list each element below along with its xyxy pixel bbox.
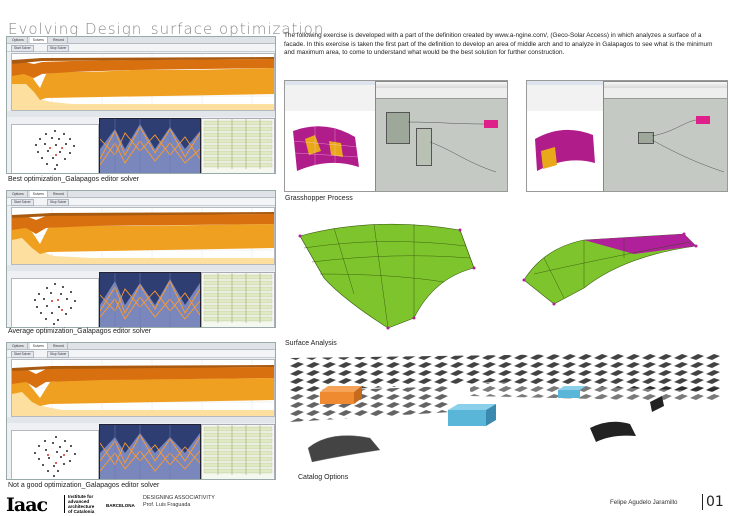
gh-wires — [651, 119, 725, 173]
institute-line-1: Institute for — [68, 494, 94, 499]
start-solver-button[interactable]: Start Solver — [11, 45, 34, 52]
fitness-graph — [11, 207, 275, 265]
gene-list — [201, 272, 275, 327]
rhino-command-area — [527, 85, 603, 112]
stop-solver-button[interactable]: Stop Solver — [47, 45, 70, 52]
iaac-city: BARCELONA — [106, 503, 135, 508]
caption-surface: Surface Analysis — [285, 340, 337, 347]
caption-catalog: Catalog Options — [298, 474, 349, 481]
galapagos-toolbar: Start Solver Stop Solver — [7, 198, 275, 206]
tab-record[interactable]: Record — [50, 191, 68, 197]
galapagos-tabs: Options Solvers Record — [7, 343, 275, 350]
rhino-viewport-svg — [292, 126, 360, 171]
gene-list — [201, 424, 275, 479]
tab-solvers[interactable]: Solvers — [29, 343, 48, 349]
parallel-coordinates-svg — [99, 425, 201, 479]
gene-list — [201, 118, 275, 173]
galapagos-bottom — [11, 424, 275, 479]
catalog-options-render — [290, 352, 722, 468]
rhino-viewport-svg — [535, 129, 595, 171]
genome-map-svg — [34, 436, 76, 477]
galapagos-bottom — [11, 118, 275, 173]
author-name: Felipe Agudelo Jaramillo — [610, 499, 678, 506]
galapagos-tabs: Options Solvers Record — [7, 191, 275, 198]
parallel-coordinates — [99, 118, 201, 173]
caption-best: Best optimization_Galapagos editor solve… — [8, 176, 140, 183]
iaac-logo: Iaac — [6, 494, 48, 516]
genome-map-svg — [34, 283, 76, 325]
gh-wires — [407, 121, 497, 173]
galapagos-bottom — [11, 272, 275, 327]
tab-solvers[interactable]: Solvers — [29, 37, 48, 43]
rhino-viewport — [527, 111, 603, 191]
galapagos-status-bar — [7, 265, 275, 271]
stop-solver-button[interactable]: Stop Solver — [47, 199, 70, 206]
galapagos-panel-average: Options Solvers Record Start Solver Stop… — [6, 190, 276, 328]
gene-list-svg — [203, 119, 273, 169]
gh-component — [638, 132, 654, 144]
institute-line-4: of Catalonia — [68, 509, 95, 514]
rhino-command-area — [285, 85, 375, 112]
gh-component — [386, 112, 410, 144]
genome-map — [11, 278, 99, 327]
galapagos-panel-best: Options Solvers Record Start Solver Stop… — [6, 36, 276, 174]
grasshopper-screenshot-1 — [284, 80, 508, 192]
grasshopper-toolbar — [604, 88, 727, 99]
rhino-viewport — [285, 111, 375, 191]
parallel-coordinates — [99, 424, 201, 479]
grasshopper-toolbar — [376, 88, 507, 99]
start-solver-button[interactable]: Start Solver — [11, 351, 34, 358]
galapagos-status-bar — [7, 417, 275, 423]
caption-grasshopper: Grasshopper Process — [285, 195, 353, 202]
tab-options[interactable]: Options — [9, 191, 28, 197]
caption-average: Average optimization_Galapagos editor so… — [8, 328, 152, 335]
grasshopper-canvas — [375, 81, 507, 191]
stop-solver-button[interactable]: Stop Solver — [47, 351, 70, 358]
course-info: DESIGNING ASSOCIATIVITY Prof. Luis Fragu… — [143, 495, 215, 508]
galapagos-tabs: Options Solvers Record — [7, 37, 275, 44]
fitness-graph-svg — [12, 54, 274, 110]
page-title: Evolving Design_surface optimization — [8, 20, 325, 38]
tab-options[interactable]: Options — [9, 37, 28, 43]
fitness-graph-svg — [12, 360, 274, 416]
iaac-institute-name: Institute for advanced architecture of C… — [68, 494, 104, 514]
tab-solvers[interactable]: Solvers — [29, 191, 48, 197]
genome-map — [11, 430, 99, 479]
tab-record[interactable]: Record — [50, 37, 68, 43]
gene-list-svg — [203, 425, 273, 475]
galapagos-panel-not-good: Options Solvers Record Start Solver Stop… — [6, 342, 276, 480]
start-solver-button[interactable]: Start Solver — [11, 199, 34, 206]
footer-divider — [64, 495, 65, 513]
genome-map — [11, 124, 99, 173]
surface-analysis-render — [298, 223, 698, 330]
parallel-coordinates-svg — [99, 273, 201, 327]
parallel-coordinates-svg — [99, 119, 201, 173]
fitness-graph — [11, 359, 275, 417]
galapagos-toolbar: Start Solver Stop Solver — [7, 350, 275, 358]
gene-list-svg — [203, 273, 273, 323]
gh-component — [416, 128, 432, 166]
genome-map-svg — [35, 130, 75, 170]
course-name: DESIGNING ASSOCIATIVITY — [143, 495, 215, 501]
institute-line-3: architecture — [68, 504, 95, 509]
caption-not-good: Not a good optimization_Galapagos editor… — [8, 482, 160, 489]
grasshopper-screenshot-2 — [526, 80, 728, 192]
galapagos-status-bar — [7, 111, 275, 117]
tab-record[interactable]: Record — [50, 343, 68, 349]
gh-highlight-component — [696, 116, 710, 124]
parallel-coordinates — [99, 272, 201, 327]
intro-text: The following exercise is developed with… — [284, 32, 713, 57]
professor-name: Prof. Luis Fraguada — [143, 501, 191, 508]
institute-line-2: advanced — [68, 499, 90, 504]
fitness-graph — [11, 53, 275, 111]
page-number: 01 — [702, 494, 724, 510]
grasshopper-canvas — [603, 81, 727, 191]
gh-highlight-component — [484, 120, 498, 128]
fitness-graph-svg — [12, 208, 274, 264]
galapagos-toolbar: Start Solver Stop Solver — [7, 44, 275, 52]
tab-options[interactable]: Options — [9, 343, 28, 349]
